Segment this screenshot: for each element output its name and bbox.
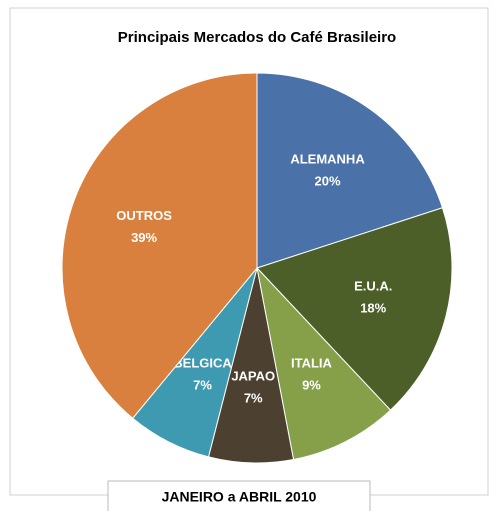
slice-label: ALEMANHA [290, 151, 365, 166]
slice-value: 7% [244, 390, 263, 405]
pie-slice [256, 266, 392, 461]
slice-label: JAPAO [231, 368, 275, 383]
footer-box [107, 480, 371, 516]
slice-value: 18% [360, 300, 386, 315]
pie: ALEMANHA 20% E.U.A. 18% ITALIA 9% JAPAO 7% BELGI… [61, 72, 453, 464]
slice-label: BELGICA [173, 355, 232, 370]
pie-slice [61, 72, 258, 419]
slice-value: 7% [193, 377, 212, 392]
slice-value: 20% [315, 173, 341, 188]
footer: JANEIRO a ABRIL 2010 [162, 489, 317, 505]
slice-label: OUTROS [116, 208, 172, 223]
chart-title: Principais Mercados do Café Brasileiro [118, 29, 396, 46]
pie-slice [256, 207, 453, 411]
pie-slice [256, 72, 444, 269]
slice-value: 9% [302, 377, 321, 392]
slice-label: ITALIA [291, 355, 333, 370]
slice-label: E.U.A. [354, 278, 392, 293]
slice-value: 39% [131, 230, 157, 245]
